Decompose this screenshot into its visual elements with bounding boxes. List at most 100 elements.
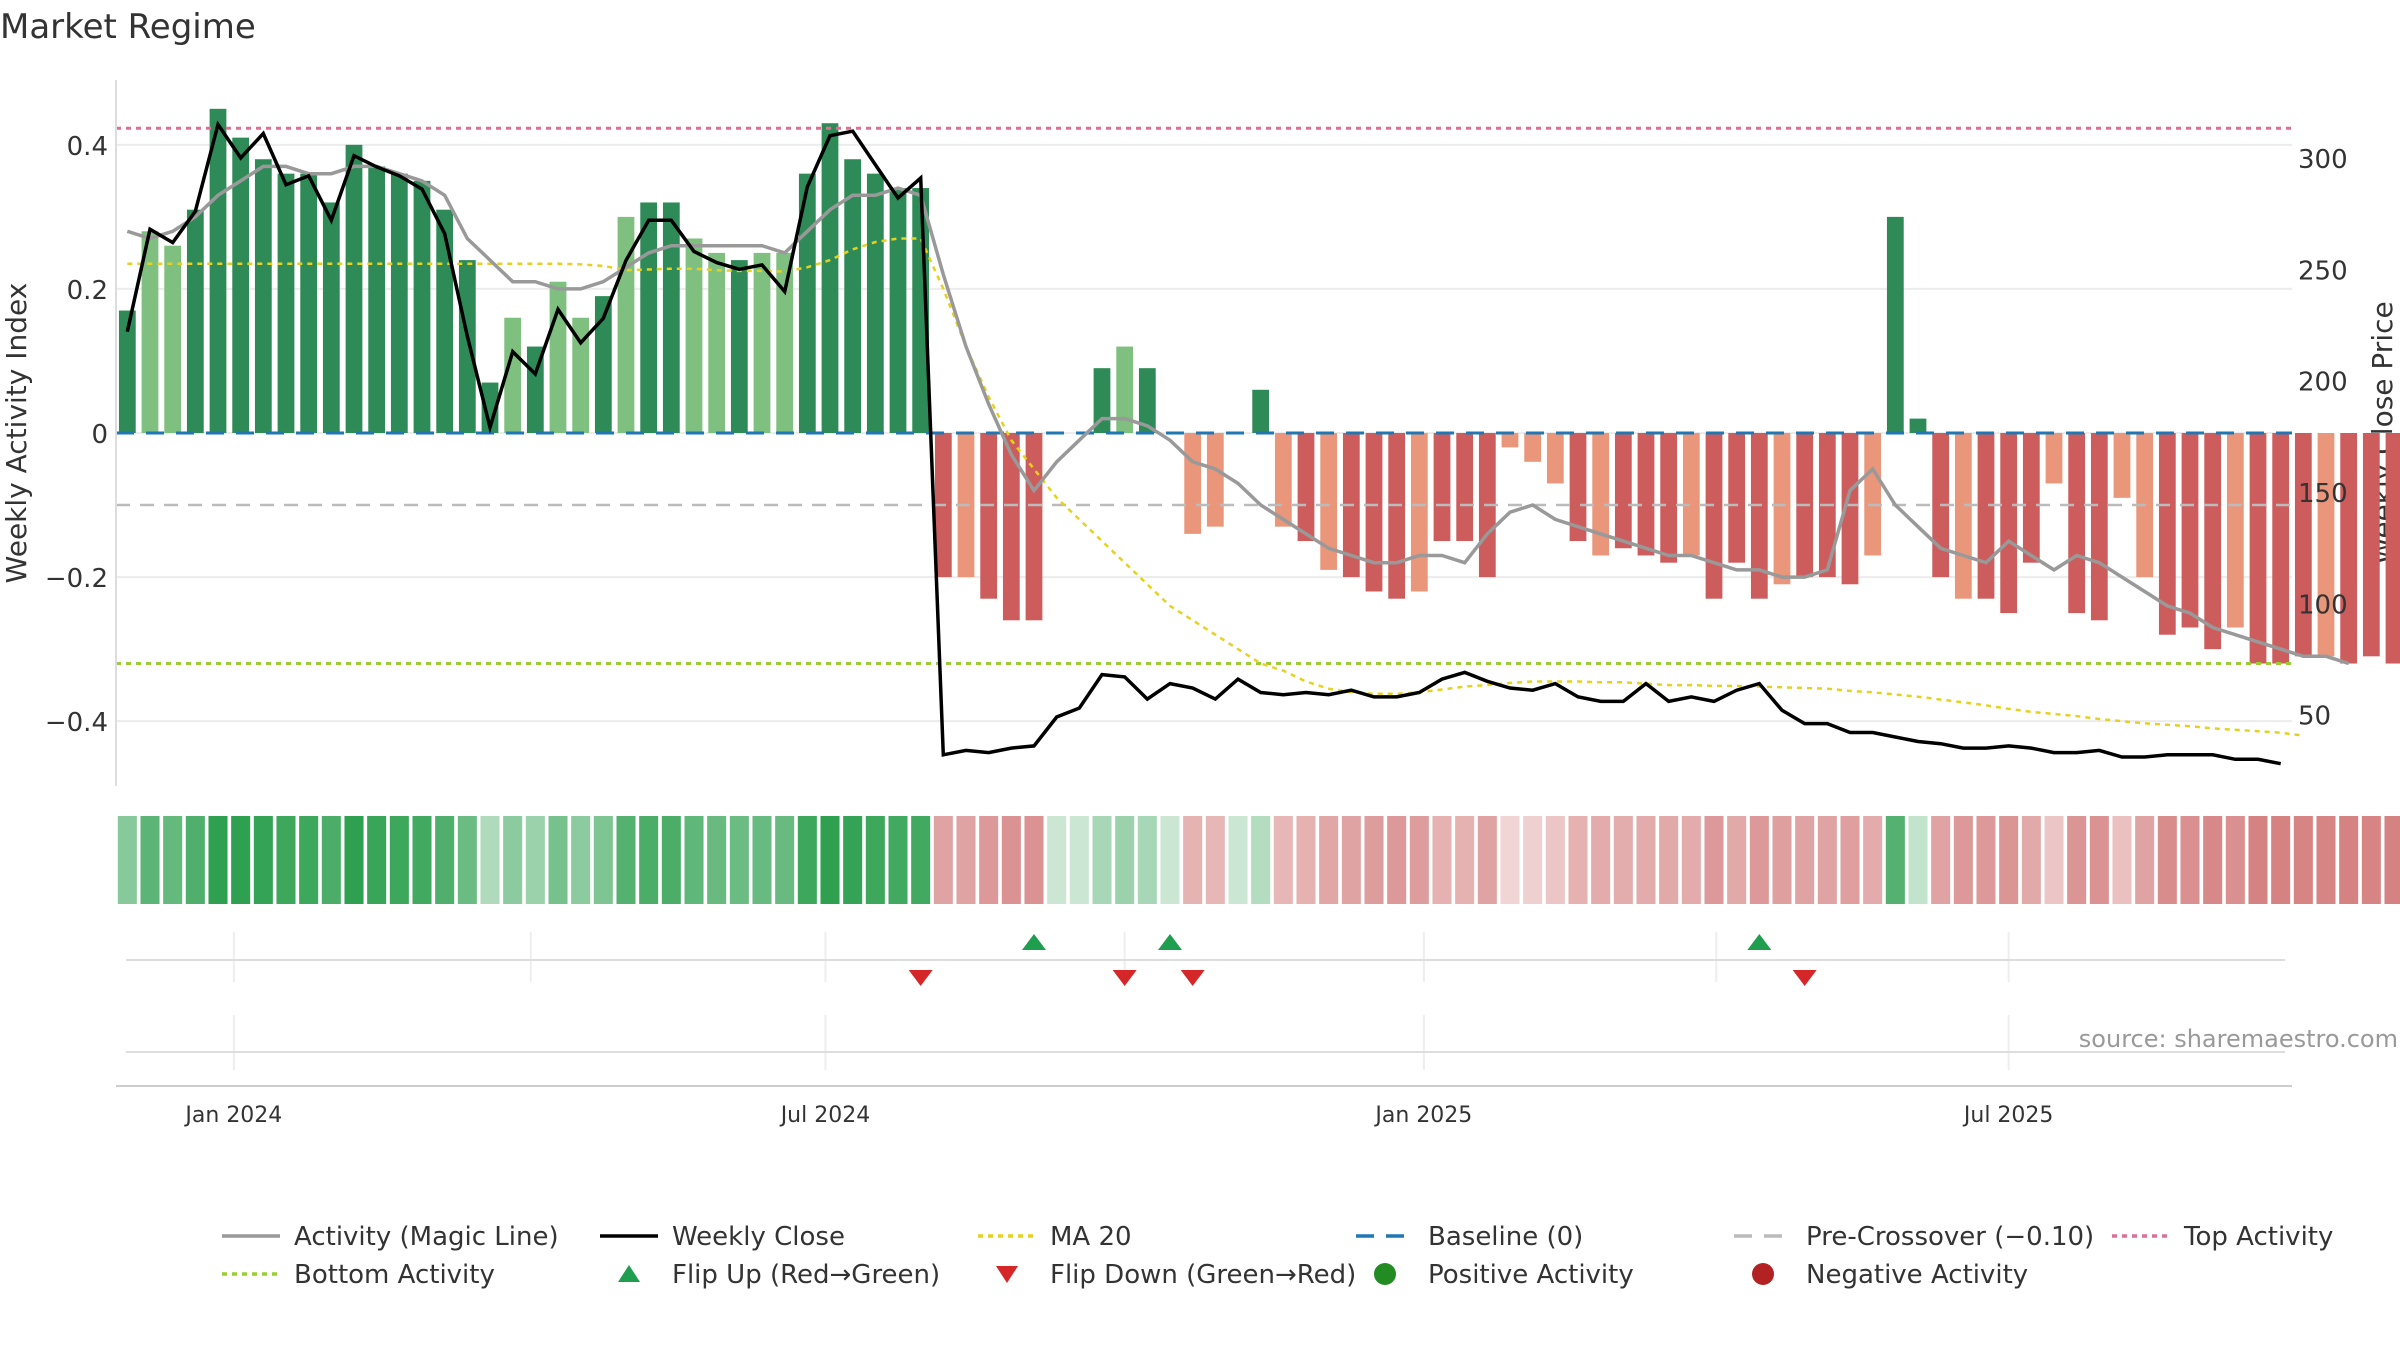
regime-cell bbox=[117, 816, 137, 904]
regime-cell bbox=[1749, 816, 1769, 904]
legend-label: Activity (Magic Line) bbox=[294, 1222, 559, 1252]
regime-cell bbox=[2361, 816, 2381, 904]
activity-bar bbox=[866, 173, 884, 433]
regime-cell bbox=[435, 816, 455, 904]
regime-cell bbox=[1659, 816, 1679, 904]
regime-cell bbox=[321, 816, 341, 904]
regime-cell bbox=[1341, 816, 1361, 904]
regime-cell bbox=[1296, 816, 1316, 904]
regime-cell bbox=[1092, 816, 1112, 904]
activity-bar bbox=[232, 137, 250, 433]
activity-bar bbox=[2226, 433, 2244, 628]
regime-cell bbox=[208, 816, 228, 904]
activity-bar bbox=[753, 252, 771, 433]
regime-cell bbox=[2384, 816, 2400, 904]
activity-bar bbox=[549, 281, 567, 433]
y2-tick-label: 250 bbox=[2298, 256, 2348, 286]
activity-bar bbox=[1320, 433, 1338, 570]
regime-cell bbox=[1545, 816, 1565, 904]
series-lines bbox=[125, 120, 2350, 766]
legend-item-pos: Positive Activity bbox=[1374, 1260, 1634, 1290]
legend-label: Positive Activity bbox=[1428, 1260, 1634, 1290]
regime-cell bbox=[1432, 816, 1452, 904]
regime-cell bbox=[1024, 816, 1044, 904]
regime-cell bbox=[548, 816, 568, 904]
flip-down-marker bbox=[1112, 970, 1137, 986]
activity-bar bbox=[1705, 433, 1723, 599]
activity-bar bbox=[1569, 433, 1587, 542]
activity-bar bbox=[2158, 433, 2176, 635]
regime-cell bbox=[185, 816, 205, 904]
regime-cell bbox=[979, 816, 999, 904]
y-tick-label: 0.4 bbox=[67, 132, 108, 162]
activity-bar bbox=[2022, 433, 2040, 563]
activity-bar bbox=[1886, 216, 1904, 433]
activity-bar bbox=[1093, 368, 1111, 433]
regime-cell bbox=[1953, 816, 1973, 904]
activity-bar bbox=[209, 108, 227, 433]
reference-lines bbox=[116, 126, 2292, 666]
activity-bar bbox=[413, 180, 431, 433]
legend-label: MA 20 bbox=[1050, 1222, 1132, 1252]
activity-bar bbox=[2090, 433, 2108, 621]
legend-label: Flip Down (Green→Red) bbox=[1050, 1260, 1356, 1290]
activity-bar bbox=[504, 317, 522, 433]
activity-bar bbox=[662, 202, 680, 433]
activity-bars bbox=[118, 108, 2400, 664]
activity-bar bbox=[118, 310, 136, 433]
regime-cell bbox=[1976, 816, 1996, 904]
activity-bar bbox=[594, 296, 612, 433]
regime-cell bbox=[2135, 816, 2155, 904]
flip-down-marker bbox=[1792, 970, 1817, 986]
x-tick-label: Jan 2024 bbox=[183, 1103, 282, 1128]
regime-cell bbox=[1500, 816, 1520, 904]
activity-bar bbox=[186, 209, 204, 433]
regime-cell bbox=[1115, 816, 1135, 904]
activity-bar bbox=[2272, 433, 2290, 664]
legend-item-flip_down: Flip Down (Green→Red) bbox=[996, 1260, 1356, 1290]
regime-cell bbox=[1795, 816, 1815, 904]
regime-cell bbox=[1999, 816, 2019, 904]
regime-cell bbox=[1772, 816, 1792, 904]
activity-bar bbox=[1614, 433, 1632, 549]
regime-cell bbox=[1137, 816, 1157, 904]
regime-cell bbox=[389, 816, 409, 904]
x-tick-label: Jul 2024 bbox=[779, 1103, 871, 1128]
legend[interactable]: Activity (Magic Line) Weekly Close MA 20 Ba… bbox=[222, 1222, 2333, 1290]
regime-cell bbox=[571, 816, 591, 904]
legend-swatch bbox=[1752, 1263, 1774, 1285]
regime-cell bbox=[2180, 816, 2200, 904]
activity-bar bbox=[1297, 433, 1315, 542]
regime-cell bbox=[2021, 816, 2041, 904]
y-tick-label: −0.2 bbox=[45, 564, 108, 594]
flip-up-marker bbox=[1158, 934, 1182, 950]
activity-bar bbox=[889, 188, 907, 433]
y-axis-label: Weekly Activity Index bbox=[0, 283, 33, 584]
regime-cell bbox=[661, 816, 681, 904]
activity-bar bbox=[640, 202, 658, 433]
flip-down-marker bbox=[1180, 970, 1205, 986]
activity-bar bbox=[436, 209, 454, 433]
regime-cell bbox=[2067, 816, 2087, 904]
regime-cell bbox=[616, 816, 636, 904]
regime-cell bbox=[525, 816, 545, 904]
regime-cell bbox=[1001, 816, 1021, 904]
activity-bar bbox=[277, 173, 295, 433]
regime-cell bbox=[1704, 816, 1724, 904]
regime-cell bbox=[843, 816, 863, 904]
regime-cell bbox=[1840, 816, 1860, 904]
regime-cell bbox=[1636, 816, 1656, 904]
source-text: source: sharemaestro.com bbox=[2079, 1025, 2398, 1053]
regime-cell bbox=[480, 816, 500, 904]
regime-cell bbox=[1727, 816, 1747, 904]
activity-bar bbox=[708, 252, 726, 433]
regime-cell bbox=[231, 816, 251, 904]
legend-swatch bbox=[996, 1266, 1018, 1283]
regime-cell bbox=[2112, 816, 2132, 904]
activity-bar bbox=[345, 144, 363, 433]
activity-bar bbox=[1025, 433, 1043, 621]
y2-tick-label: 150 bbox=[2298, 479, 2348, 509]
activity-bar bbox=[1116, 346, 1134, 433]
